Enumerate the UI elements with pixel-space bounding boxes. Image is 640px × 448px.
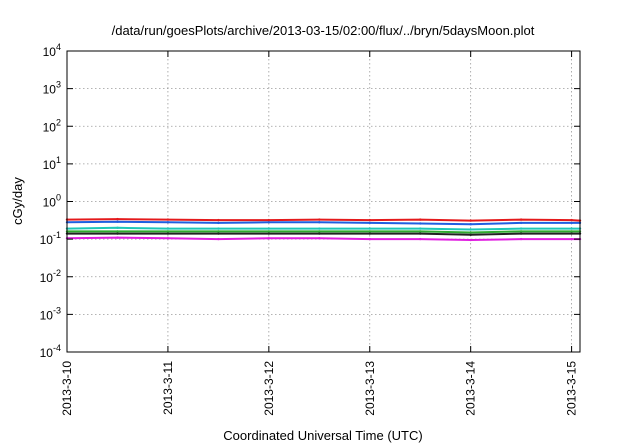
x-tick-label: 2013-3-10 xyxy=(60,361,74,416)
data-point xyxy=(368,237,371,241)
data-point xyxy=(519,237,523,241)
data-point xyxy=(368,218,371,222)
data-point xyxy=(368,230,371,233)
x-tick-label: 2013-3-14 xyxy=(464,361,478,416)
data-point xyxy=(318,221,321,224)
data-point xyxy=(217,227,220,230)
data-point xyxy=(570,227,573,230)
data-point xyxy=(217,232,220,235)
data-point xyxy=(419,237,422,241)
data-point xyxy=(166,221,170,224)
series-line xyxy=(66,218,581,222)
data-point xyxy=(469,228,472,231)
data-point xyxy=(519,230,523,233)
data-point xyxy=(368,232,371,235)
chart-title: /data/run/goesPlots/archive/2013-03-15/0… xyxy=(112,23,535,38)
data-point xyxy=(419,230,422,233)
data-point xyxy=(570,218,573,222)
data-point xyxy=(469,238,472,242)
data-point xyxy=(217,230,220,233)
data-point xyxy=(217,218,220,222)
data-point xyxy=(469,223,472,226)
data-point xyxy=(519,227,523,230)
data-point xyxy=(570,237,573,241)
data-point xyxy=(166,227,170,230)
data-point xyxy=(419,222,422,225)
series-line xyxy=(66,226,580,231)
series-line xyxy=(66,220,580,226)
data-point xyxy=(116,220,119,223)
data-point xyxy=(116,236,119,239)
y-tick-label: 102 xyxy=(43,117,61,134)
data-point xyxy=(570,230,573,233)
data-point xyxy=(419,218,422,221)
y-tick-label: 103 xyxy=(43,80,61,97)
series-line xyxy=(66,236,580,241)
data-point xyxy=(570,232,573,235)
data-point xyxy=(267,218,270,222)
data-point xyxy=(166,230,170,233)
x-tick-labels: 2013-3-10 2013-3-11 2013-3-12 2013-3-13 2013… xyxy=(60,361,579,416)
data-point xyxy=(217,237,220,241)
x-tick-label: 2013-3-15 xyxy=(565,361,579,416)
data-point xyxy=(166,232,170,235)
data-point xyxy=(519,218,523,221)
data-point xyxy=(116,230,119,233)
data-point xyxy=(318,237,321,240)
series-line xyxy=(67,230,580,234)
data-point xyxy=(318,232,321,235)
data-point xyxy=(217,221,220,225)
data-point xyxy=(318,230,321,233)
data-point xyxy=(267,221,270,224)
ticks xyxy=(66,50,580,353)
data-point xyxy=(368,221,371,225)
data-point xyxy=(419,227,422,230)
data-point xyxy=(166,237,170,240)
data-point xyxy=(469,219,472,222)
series-layer xyxy=(65,217,582,242)
y-tick-labels: 104 103 102 101 100 10-1 10-2 10-3 10-4 xyxy=(40,42,61,360)
data-point xyxy=(267,230,270,233)
data-point xyxy=(116,217,119,221)
data-point xyxy=(166,218,170,221)
y-tick-label: 10-4 xyxy=(40,343,61,360)
data-point xyxy=(469,231,472,234)
y-tick-label: 100 xyxy=(43,193,61,210)
data-point xyxy=(267,227,270,230)
y-tick-label: 10-1 xyxy=(40,230,61,247)
data-point xyxy=(318,227,321,230)
data-point xyxy=(318,218,321,221)
x-tick-label: 2013-3-13 xyxy=(363,361,377,416)
y-tick-label: 104 xyxy=(43,42,61,59)
data-point xyxy=(368,227,371,230)
x-axis-label: Coordinated Universal Time (UTC) xyxy=(223,428,422,443)
series-line xyxy=(67,232,580,236)
data-point xyxy=(469,233,472,236)
data-point xyxy=(519,232,523,235)
data-point xyxy=(116,226,119,229)
y-tick-label: 10-2 xyxy=(40,268,61,285)
data-point xyxy=(419,232,422,235)
x-tick-label: 2013-3-11 xyxy=(161,361,175,415)
y-tick-label: 10-3 xyxy=(40,305,61,322)
data-point xyxy=(116,232,119,235)
data-point xyxy=(267,232,270,235)
x-tick-label: 2013-3-12 xyxy=(262,361,276,416)
y-axis-label: cGy/day xyxy=(10,177,25,225)
data-point xyxy=(267,237,270,240)
data-point xyxy=(519,221,523,225)
data-point xyxy=(570,221,573,225)
grid xyxy=(67,51,580,352)
y-tick-label: 101 xyxy=(43,155,61,172)
